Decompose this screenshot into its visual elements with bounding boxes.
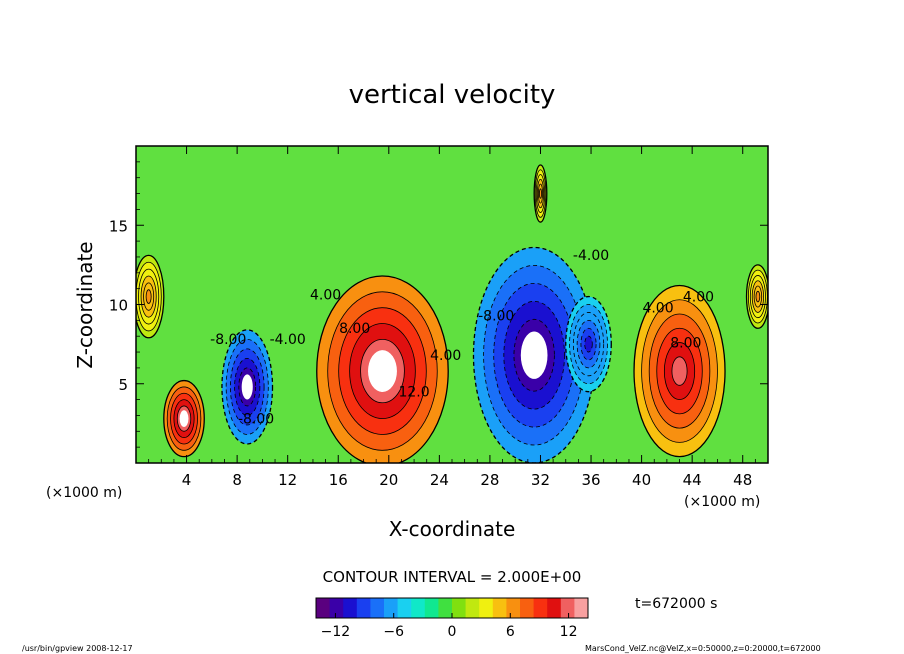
- colorbar-swatch: [574, 598, 589, 618]
- colorbar-swatch: [506, 598, 521, 618]
- field-cell: [633, 284, 726, 458]
- field-cell: [533, 164, 548, 223]
- y-axis-ticks: 5 10 15: [109, 161, 768, 448]
- colorbar-swatch: [520, 598, 535, 618]
- colorbar-tick-label: 12: [560, 624, 578, 640]
- field-cell: [745, 264, 768, 329]
- colorbar-swatch: [384, 598, 399, 618]
- time-label: t=672000 s: [635, 596, 717, 612]
- x-tick-label: 12: [278, 471, 297, 489]
- contour-label: -4.00: [573, 248, 609, 264]
- x-tick-label: 28: [480, 471, 499, 489]
- saturated-core: [241, 374, 253, 400]
- y-tick-label: 10: [109, 297, 128, 315]
- contour-label: -8.00: [210, 332, 246, 348]
- colorbar-swatch: [343, 598, 358, 618]
- x-unit-right: (×1000 m): [684, 494, 760, 510]
- contour-band: [145, 289, 152, 304]
- x-tick-label: 40: [632, 471, 651, 489]
- colorbar-swatch: [479, 598, 494, 618]
- x-tick-label: 16: [329, 471, 348, 489]
- x-tick-label: 24: [430, 471, 449, 489]
- colorbar-swatch: [492, 598, 507, 618]
- chart-title: vertical velocity: [349, 80, 556, 110]
- colorbar-swatch: [411, 598, 426, 618]
- colorbar-swatch: [356, 598, 371, 618]
- colorbar-swatch: [424, 598, 439, 618]
- contour-label: 4.00: [310, 288, 341, 304]
- contour-band: [755, 290, 761, 303]
- field-cell: [565, 295, 612, 393]
- contour-interval-text: CONTOUR INTERVAL = 2.000E+00: [323, 568, 582, 586]
- contour-band: [671, 356, 688, 386]
- contour-label: 8.00: [670, 335, 701, 351]
- saturated-core: [179, 410, 189, 427]
- colorbar-swatch: [452, 598, 467, 618]
- x-tick-label: 4: [182, 471, 192, 489]
- footer-right: MarsCond_VelZ.nc@VelZ,x=0:50000,z=0:2000…: [585, 644, 821, 653]
- colorbar-tick-label: 0: [448, 624, 457, 640]
- colorbar-tick-label: 6: [506, 624, 515, 640]
- colorbar-swatch: [533, 598, 548, 618]
- colorbar-swatch: [547, 598, 562, 618]
- contour-label: -4.00: [270, 332, 306, 348]
- field-cell: [472, 246, 596, 463]
- contour-band: [539, 188, 542, 199]
- x-unit-left: (×1000 m): [46, 485, 122, 501]
- contour-label: -8.00: [238, 411, 274, 427]
- y-tick-label: 15: [109, 217, 128, 235]
- contour-labels: -8.00 -8.00 -4.00 4.00 8.00 12.0 4.00 -8.00 -4.0…: [210, 248, 714, 427]
- x-tick-label: 36: [581, 471, 600, 489]
- y-tick-label: 5: [118, 376, 128, 394]
- colorbar-swatch: [329, 598, 344, 618]
- footer-left: /usr/bin/gpview 2008-12-17: [22, 644, 133, 653]
- x-axis-label: X-coordinate: [389, 517, 516, 541]
- contour-label: 12.0: [398, 384, 429, 400]
- colorbar-tick-label: −6: [383, 624, 404, 640]
- contour-label: 4.00: [642, 300, 673, 316]
- contour-label: 4.00: [430, 348, 461, 364]
- contour-label: 4.00: [683, 289, 714, 305]
- field-cell: [316, 275, 449, 463]
- x-tick-label: 48: [733, 471, 752, 489]
- contour-label: 8.00: [339, 321, 370, 337]
- colorbar-swatch: [438, 598, 453, 618]
- contour-band: [584, 335, 593, 353]
- plot-area: -8.00 -8.00 -4.00 4.00 8.00 12.0 4.00 -8.00 -4.0…: [135, 145, 769, 464]
- colorbar-ticks: −12 −6 0 6 12: [321, 613, 578, 640]
- x-axis-ticks: 4 8 12 16 20 24 28 32 36 40 44 48: [148, 146, 756, 489]
- colorbar-swatch: [397, 598, 412, 618]
- saturated-core: [368, 350, 397, 392]
- y-axis-label: Z-coordinate: [73, 241, 97, 368]
- x-tick-label: 8: [232, 471, 242, 489]
- x-tick-label: 44: [683, 471, 702, 489]
- contour-label: -8.00: [478, 308, 514, 324]
- colorbar-tick-label: −12: [321, 624, 351, 640]
- x-tick-label: 20: [379, 471, 398, 489]
- colorbar-swatch: [316, 598, 331, 618]
- field-cell: [136, 254, 165, 339]
- colorbar-swatch: [560, 598, 575, 618]
- saturated-core: [520, 331, 548, 379]
- field-cell: [221, 329, 274, 445]
- colorbar-swatch: [370, 598, 385, 618]
- field-cell: [163, 379, 205, 458]
- colorbar-swatch: [465, 598, 480, 618]
- x-tick-label: 32: [531, 471, 550, 489]
